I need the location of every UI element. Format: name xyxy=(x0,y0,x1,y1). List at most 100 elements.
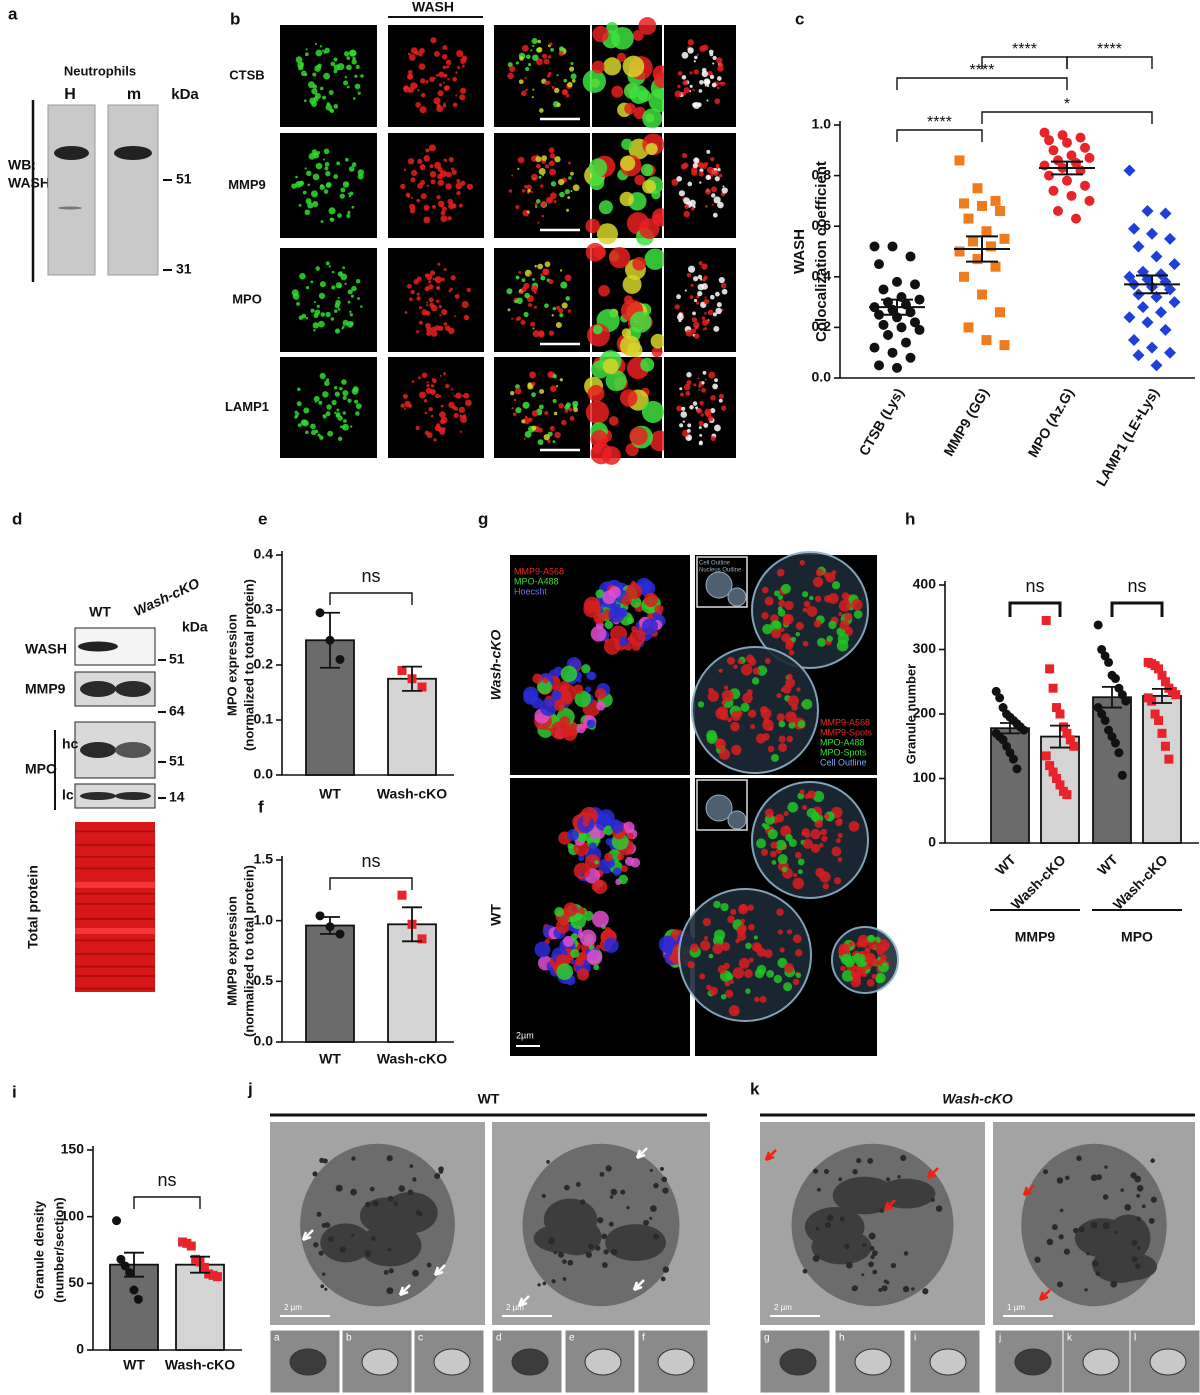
speck xyxy=(328,90,334,96)
speck xyxy=(608,416,619,426)
em-granule xyxy=(823,1168,830,1174)
speck xyxy=(407,158,415,165)
em-nucleus xyxy=(832,1176,897,1215)
em-granule xyxy=(868,1232,876,1240)
speck xyxy=(720,81,726,86)
point xyxy=(1155,268,1167,281)
spot xyxy=(582,820,589,827)
speck xyxy=(691,317,698,323)
label: d xyxy=(496,1333,502,1344)
point xyxy=(977,289,987,300)
point xyxy=(1071,213,1081,224)
em-inset-blob xyxy=(779,1348,817,1376)
spot xyxy=(840,965,846,972)
speck xyxy=(314,42,318,46)
speck xyxy=(714,98,721,105)
em-granule xyxy=(649,1168,653,1173)
speck xyxy=(506,288,513,295)
spot xyxy=(774,590,780,597)
speck xyxy=(514,299,518,304)
speck xyxy=(696,407,703,414)
bar xyxy=(1092,696,1132,844)
spot xyxy=(762,624,773,635)
speck xyxy=(347,289,353,295)
speck xyxy=(705,205,708,208)
em-granule xyxy=(351,1233,355,1237)
speck xyxy=(623,83,640,99)
image-bg xyxy=(280,248,377,352)
speck xyxy=(442,45,448,51)
point xyxy=(1019,725,1029,735)
point xyxy=(1062,137,1072,148)
speck xyxy=(534,205,538,208)
speck xyxy=(295,175,298,179)
speck xyxy=(629,311,652,333)
speck xyxy=(687,423,692,428)
speck xyxy=(445,383,450,389)
spot xyxy=(812,790,825,803)
point xyxy=(1117,770,1127,780)
speck xyxy=(437,262,441,266)
spot xyxy=(747,709,757,718)
spot xyxy=(806,606,818,617)
spot xyxy=(770,841,778,849)
speck xyxy=(342,181,350,188)
inset-cell xyxy=(705,794,733,822)
speck xyxy=(592,25,609,43)
em-granule xyxy=(412,1269,419,1277)
em-granule xyxy=(603,1249,609,1255)
error-bar xyxy=(1000,722,1020,735)
speck xyxy=(532,330,540,338)
speck xyxy=(568,161,571,165)
speck xyxy=(424,411,428,415)
spot xyxy=(706,730,717,741)
speck xyxy=(443,373,446,376)
em-granule xyxy=(1104,1165,1108,1169)
speck xyxy=(325,170,331,177)
point xyxy=(878,284,889,295)
speck xyxy=(424,273,429,278)
arrow xyxy=(764,1149,777,1162)
micrograph xyxy=(585,242,666,358)
speck xyxy=(425,148,430,153)
speck xyxy=(448,202,455,210)
error-bar xyxy=(320,611,340,669)
em-granule xyxy=(660,1276,666,1282)
spot xyxy=(570,912,586,929)
spot xyxy=(595,944,601,950)
speck xyxy=(302,419,309,427)
speck xyxy=(305,52,309,57)
speck xyxy=(437,179,445,187)
point xyxy=(995,206,1005,217)
spot xyxy=(818,842,824,848)
speck xyxy=(354,399,359,404)
spot xyxy=(592,910,609,928)
em-inset-blob xyxy=(1014,1348,1052,1376)
speck xyxy=(538,167,546,175)
spot xyxy=(828,620,837,630)
em-inset-blob xyxy=(657,1348,695,1376)
em-granule xyxy=(546,1160,550,1164)
speck xyxy=(465,399,472,407)
speck xyxy=(448,289,452,293)
point xyxy=(1071,157,1081,168)
em-granule xyxy=(1095,1271,1101,1276)
speck xyxy=(346,56,351,61)
speck xyxy=(543,58,550,65)
label: WT xyxy=(1094,851,1121,878)
speck xyxy=(592,324,603,335)
speck xyxy=(718,398,723,403)
speck xyxy=(349,321,354,326)
em-granule xyxy=(542,1281,547,1286)
spot xyxy=(699,973,706,980)
spot xyxy=(792,934,802,944)
spot xyxy=(794,851,802,859)
gel-band xyxy=(75,844,155,847)
speck xyxy=(701,263,708,270)
speck xyxy=(518,271,522,274)
speck xyxy=(701,387,707,393)
label: Wash-cKO xyxy=(377,1051,447,1067)
speck xyxy=(699,79,704,85)
speck xyxy=(333,174,339,179)
